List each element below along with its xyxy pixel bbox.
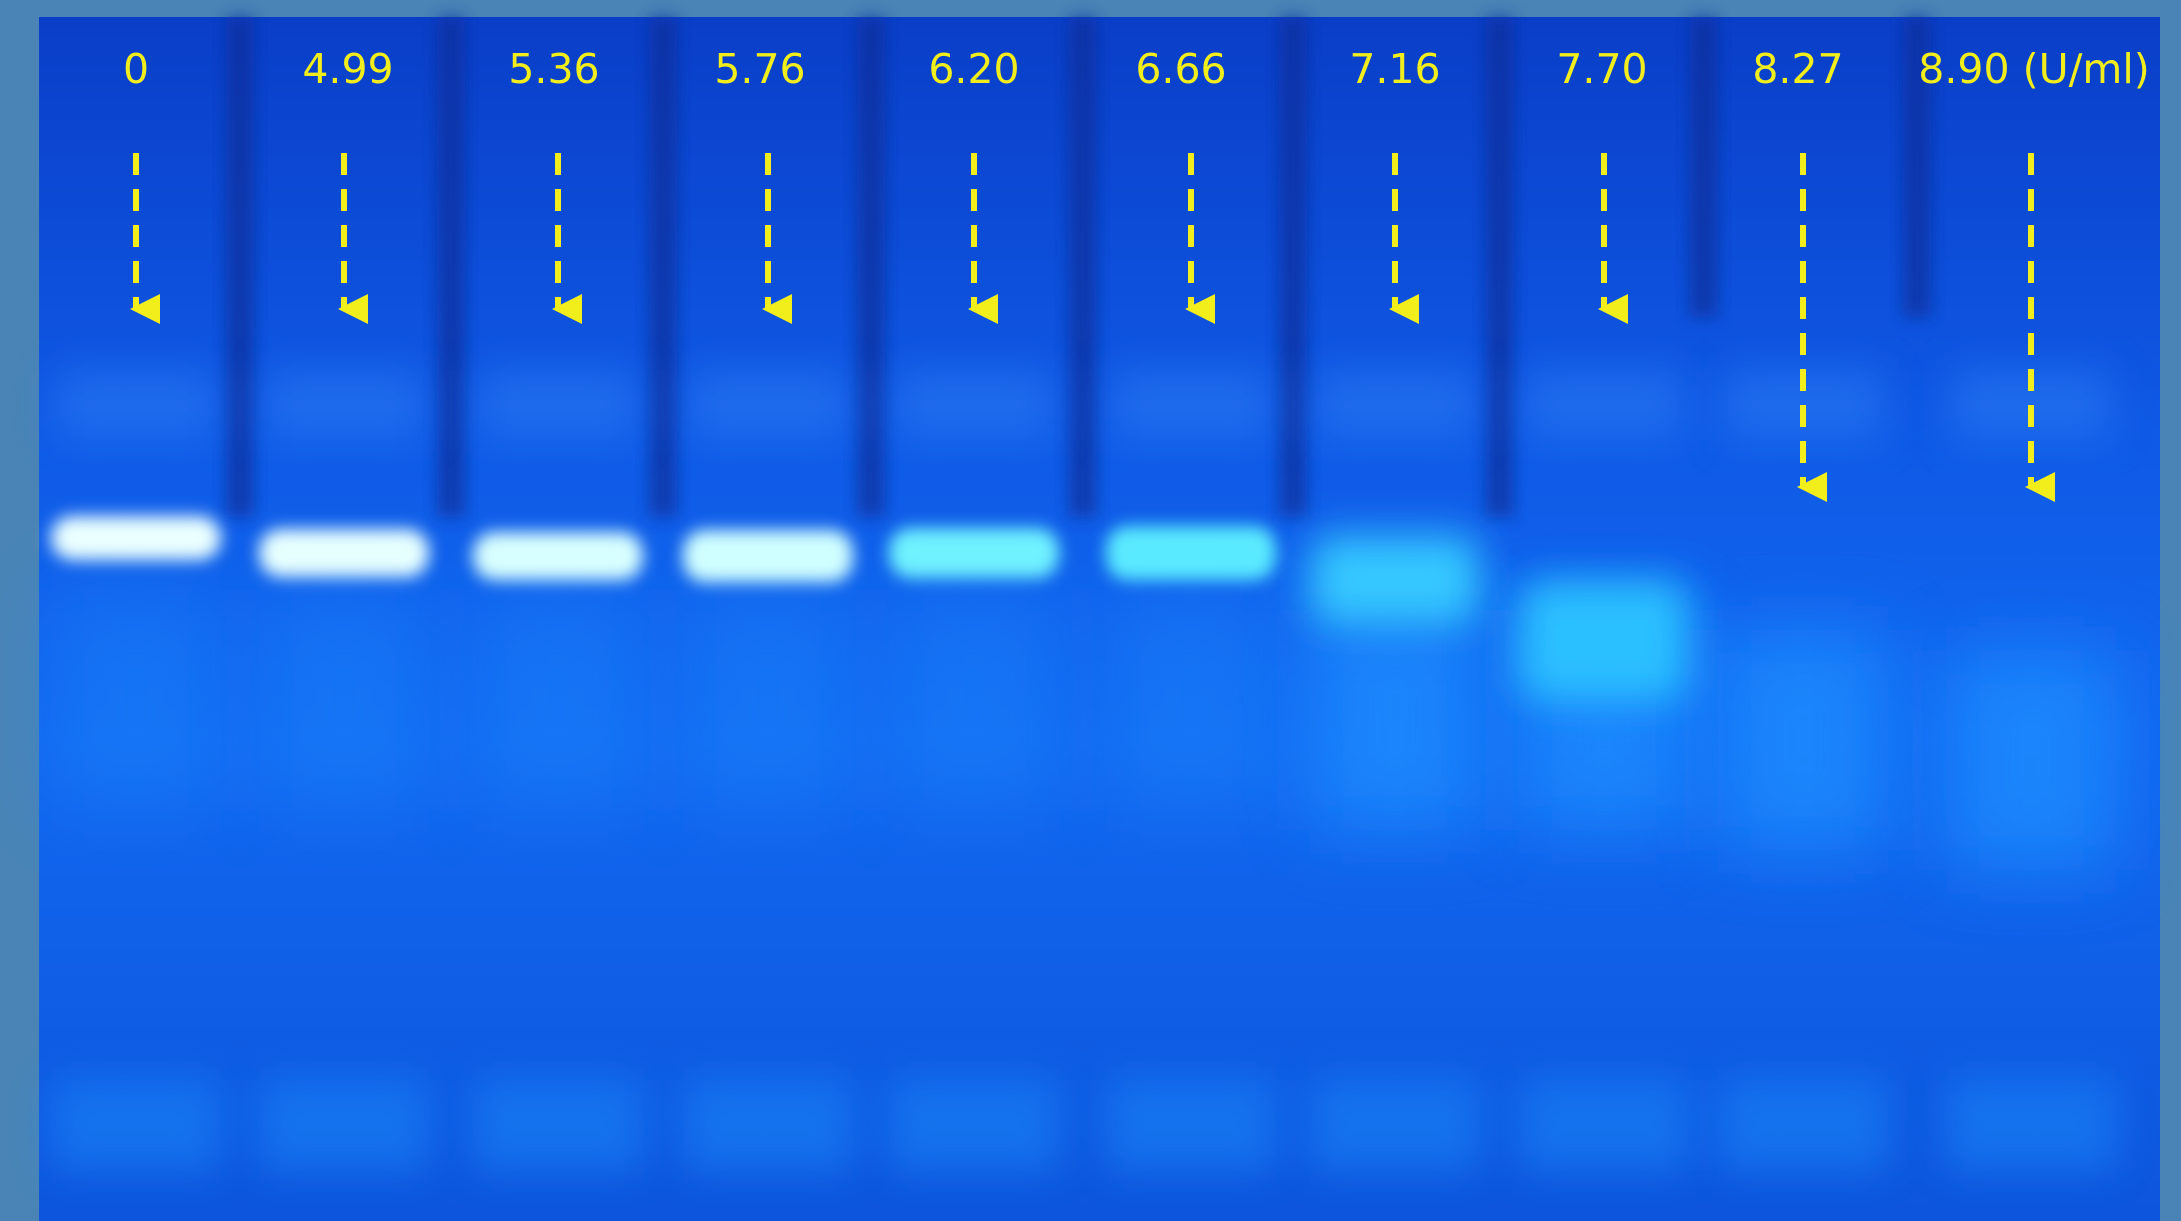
upper-band (478, 370, 638, 440)
upper-band (1111, 370, 1271, 440)
lane-labels: 0 4.99 5.36 5.76 6.20 6.66 7.16 7.70 8.27 8.90 (U… (123, 45, 2150, 502)
lane-label: 4.99 (302, 45, 393, 93)
lane-gap (1279, 17, 1307, 517)
dna-band (51, 516, 221, 560)
dna-band (1519, 580, 1689, 700)
upper-band (688, 370, 848, 440)
lane-label: 8.90 (U/ml) (1918, 45, 2149, 93)
lane-label: 6.66 (1135, 45, 1226, 93)
lower-band (473, 1080, 643, 1170)
dna-band (473, 532, 643, 580)
dna-band (1106, 526, 1276, 580)
dna-band (1310, 535, 1480, 625)
smear (51, 590, 221, 810)
lane-gap (437, 17, 465, 517)
lower-band (1718, 1080, 1888, 1170)
smear (889, 590, 1059, 810)
smear (1718, 630, 1888, 850)
upper-band (56, 370, 216, 440)
lane-gap (226, 17, 254, 517)
smear (259, 590, 429, 810)
smear (473, 590, 643, 810)
lane-label: 8.27 (1752, 45, 1843, 93)
lane-gap (857, 17, 885, 517)
lane-label: 7.70 (1556, 45, 1647, 93)
dna-band (683, 530, 853, 582)
smear (1946, 650, 2116, 870)
upper-band (1315, 370, 1475, 440)
upper-band (894, 370, 1054, 440)
lane-label: 6.20 (928, 45, 1019, 93)
smear (1310, 610, 1480, 830)
lower-band (1106, 1080, 1276, 1170)
lower-band (259, 1080, 429, 1170)
lower-band (683, 1080, 853, 1170)
smear (1106, 590, 1276, 810)
lane-label: 7.16 (1349, 45, 1440, 93)
lane-gap (1689, 17, 1718, 317)
lane-gap (1485, 17, 1514, 517)
lane-label: 5.36 (508, 45, 599, 93)
lower-band (1310, 1080, 1480, 1170)
lower-band (889, 1080, 1059, 1170)
upper-band (264, 370, 424, 440)
lane-label: 5.76 (714, 45, 805, 93)
dna-band (889, 528, 1059, 578)
lane-gap (1903, 17, 1931, 317)
lane-gap (649, 17, 677, 517)
upper-band (1524, 370, 1684, 440)
lane-label: 0 (123, 45, 149, 93)
smear (683, 590, 853, 810)
lower-band (1946, 1080, 2116, 1170)
lower-band (51, 1080, 221, 1170)
lane-gap (1068, 17, 1097, 517)
dna-band (259, 529, 429, 577)
lower-band (1519, 1080, 1689, 1170)
